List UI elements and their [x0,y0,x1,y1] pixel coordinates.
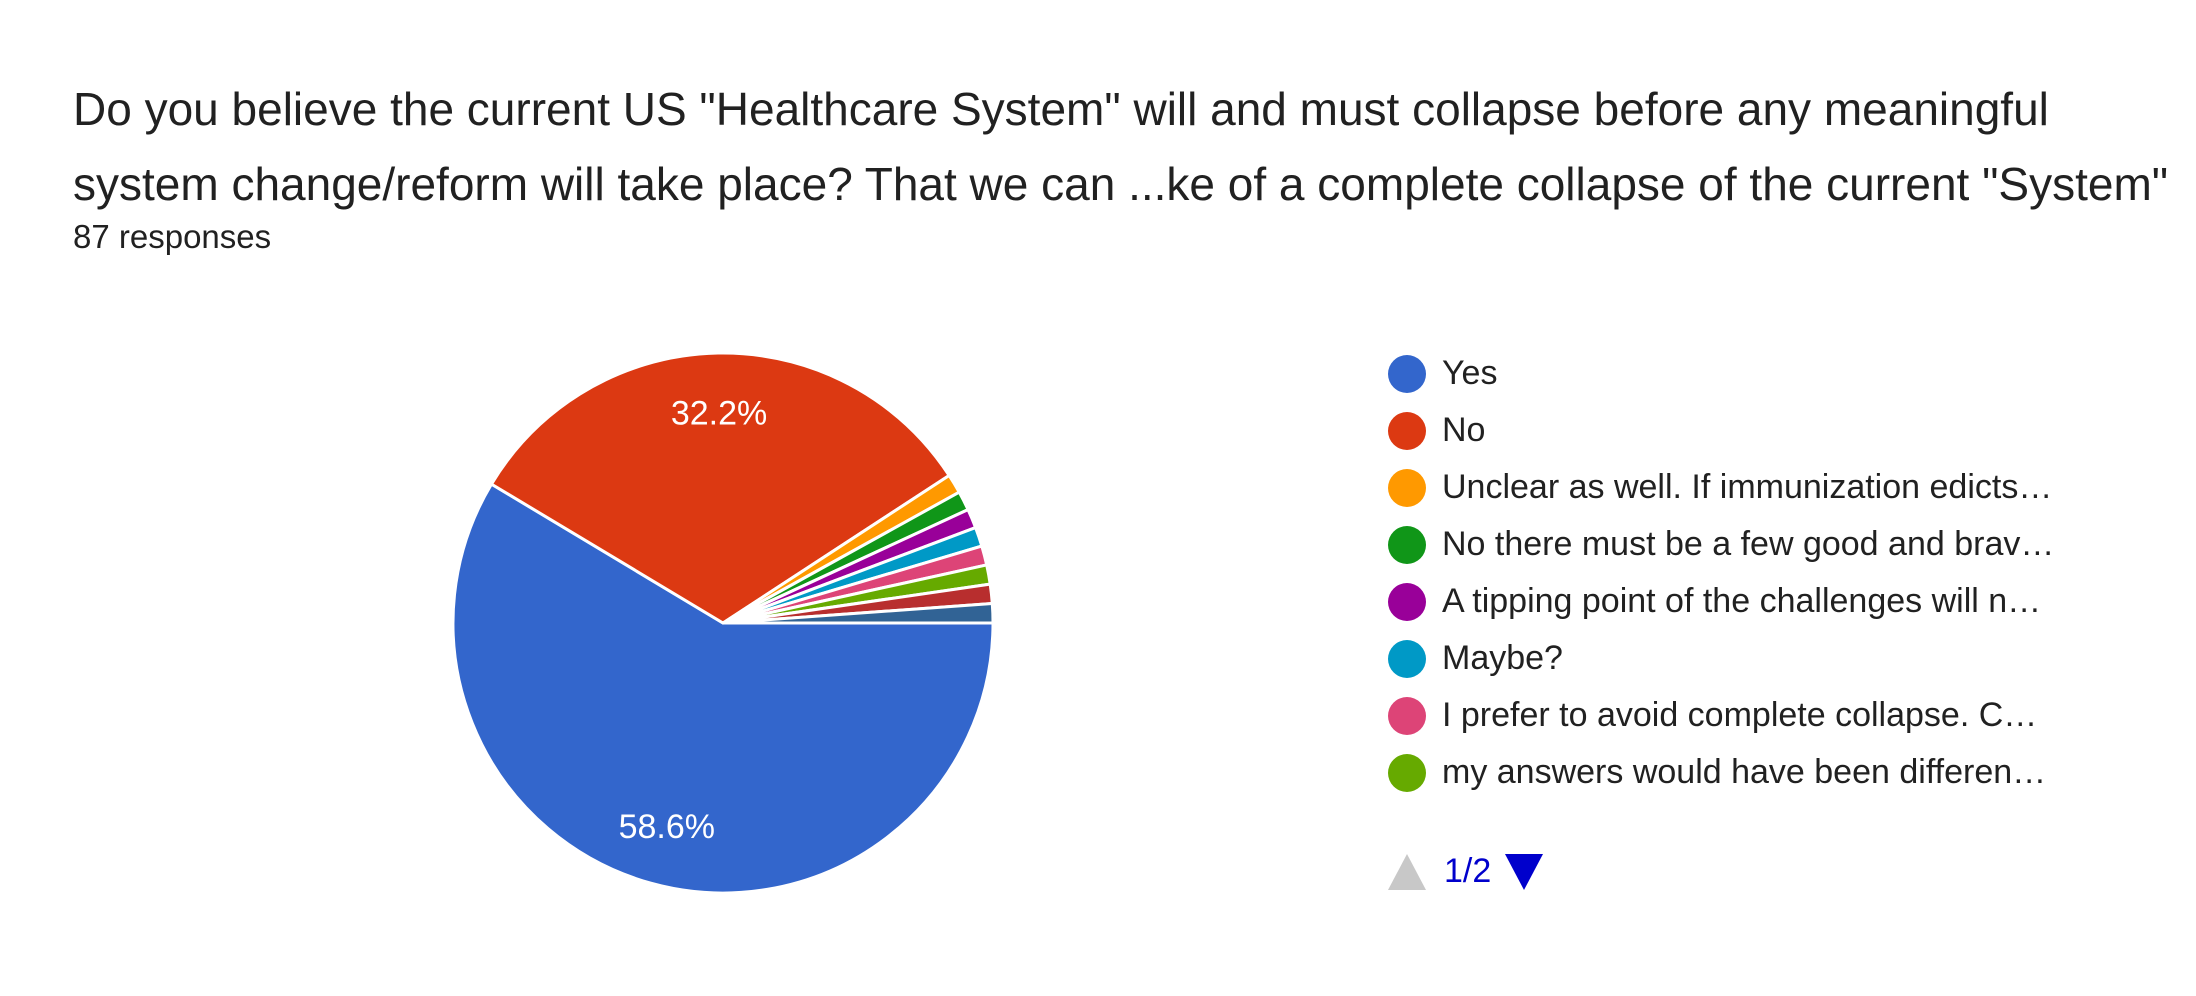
legend-item: Unclear as well. If immunization edicts… [1388,459,2054,516]
pie-chart: 58.6% 32.2% [451,351,995,895]
legend-label: Maybe? [1442,639,1563,677]
legend-item: A tipping point of the challenges will n… [1388,573,2054,630]
legend-label: I prefer to avoid complete collapse. C… [1442,696,2038,734]
pie-slice-label-0: 58.6% [619,808,715,846]
legend-label: No there must be a few good and brav… [1442,525,2055,563]
legend-page-indicator: 1/2 [1444,852,1492,890]
legend-label: No [1442,411,1486,449]
legend-label: A tipping point of the challenges will n… [1442,582,2042,620]
legend-swatch-icon [1388,639,1426,678]
legend-item: my answers would have been differen… [1388,744,2054,801]
legend-swatch-icon [1388,582,1426,621]
legend-item: No [1388,402,2054,459]
legend-item: I prefer to avoid complete collapse. C… [1388,687,2054,744]
legend-swatch-icon [1388,411,1426,450]
legend-swatch-icon [1388,753,1426,792]
legend-swatch-icon [1388,468,1426,507]
next-page-arrow-icon[interactable] [1505,853,1544,890]
legend-label: Unclear as well. If immunization edicts… [1442,468,2053,506]
legend-pager: 1/2 [1388,852,1544,891]
legend-swatch-icon [1388,525,1426,564]
chart-legend: Yes No Unclear as well. If immunization ed… [1388,345,2054,801]
legend-item: Yes [1388,345,2054,402]
question-title-line-1: Do you believe the current US "Healthcar… [73,83,2049,135]
question-title-line-2: system change/reform will take place? Th… [73,158,2169,210]
legend-label: my answers would have been differen… [1442,753,2047,791]
pie-slice-label-1: 32.2% [671,394,767,432]
pie-slice-9 [722,601,995,625]
legend-swatch-icon [1388,696,1426,735]
response-count: 87 responses [73,218,272,255]
question-title: Do you believe the current US "Healthcar… [73,72,2183,222]
legend-swatch-icon [1388,354,1426,393]
previous-page-arrow-icon[interactable] [1388,853,1426,890]
legend-label: Yes [1442,354,1498,392]
pie-slice-0 [451,482,995,895]
legend-item: Maybe? [1388,630,2054,687]
legend-item: No there must be a few good and brav… [1388,516,2054,573]
pie-slice-1 [489,351,952,625]
